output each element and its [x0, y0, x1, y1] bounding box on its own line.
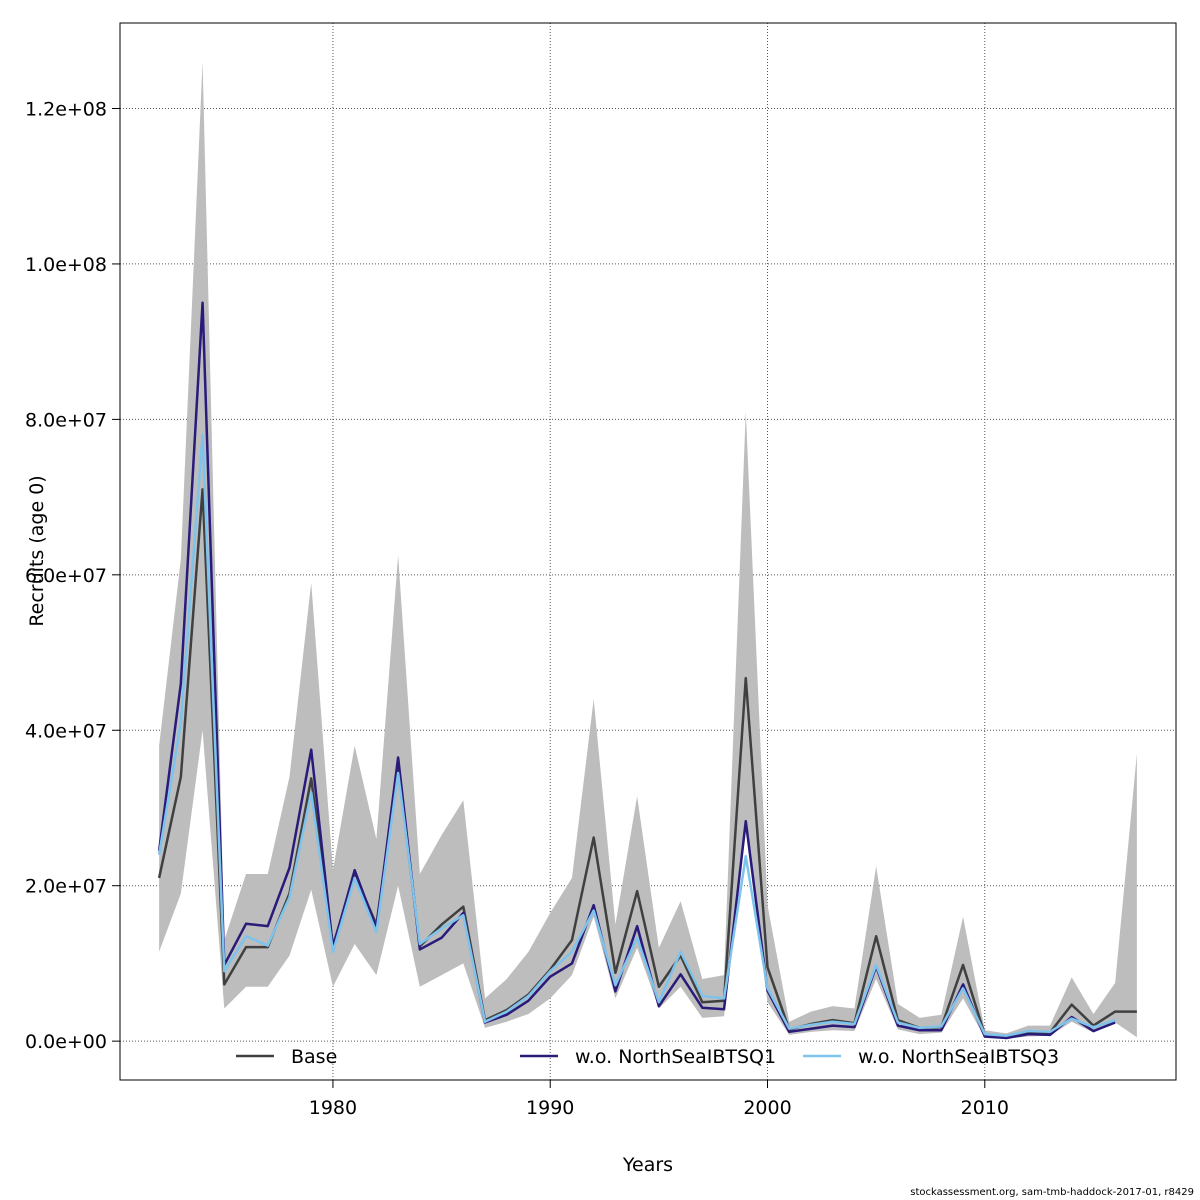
x-axis-title: Years	[622, 1154, 673, 1176]
x-tick-label-0: 1980	[309, 1097, 357, 1119]
footer-credit: stockassessment.org, sam-tmb-haddock-201…	[910, 1187, 1194, 1198]
y-tick-label-0: 0.0e+00	[25, 1031, 107, 1053]
x-tick-label-2: 2000	[743, 1097, 791, 1119]
series-line-2	[157, 433, 1116, 1037]
legend: Base w.o. NorthSeaIBTSQ1 w.o. NorthSeaIBTS…	[236, 1046, 1059, 1068]
y-tick-label-3: 6.0e+07	[25, 565, 107, 587]
series-lines	[157, 301, 1137, 1040]
series-line-0	[157, 488, 1137, 1038]
confidence-band-area	[159, 61, 1137, 1039]
plot-frame	[119, 22, 1177, 1081]
legend-label-0: Base	[291, 1046, 337, 1068]
y-tick-label-4: 8.0e+07	[25, 409, 107, 431]
y-axis: 0.0e+00 2.0e+07 4.0e+07 6.0e+07 8.0e+07 1.0e+…	[25, 98, 120, 1053]
y-tick-label-2: 4.0e+07	[25, 720, 107, 742]
y-tick-label-5: 1.0e+08	[25, 254, 107, 276]
x-tick-label-3: 2010	[961, 1097, 1009, 1119]
y-axis-title: Recruits (age 0)	[26, 475, 48, 626]
confidence-band	[159, 61, 1137, 1039]
legend-label-1: w.o. NorthSeaIBTSQ1	[575, 1046, 776, 1068]
x-axis: 1980 1990 2000 2010	[309, 1080, 1009, 1119]
y-tick-label-6: 1.2e+08	[25, 98, 107, 120]
x-tick-label-1: 1990	[526, 1097, 574, 1119]
y-tick-label-1: 2.0e+07	[25, 876, 107, 898]
legend-label-2: w.o. NorthSeaIBTSQ3	[858, 1046, 1059, 1068]
